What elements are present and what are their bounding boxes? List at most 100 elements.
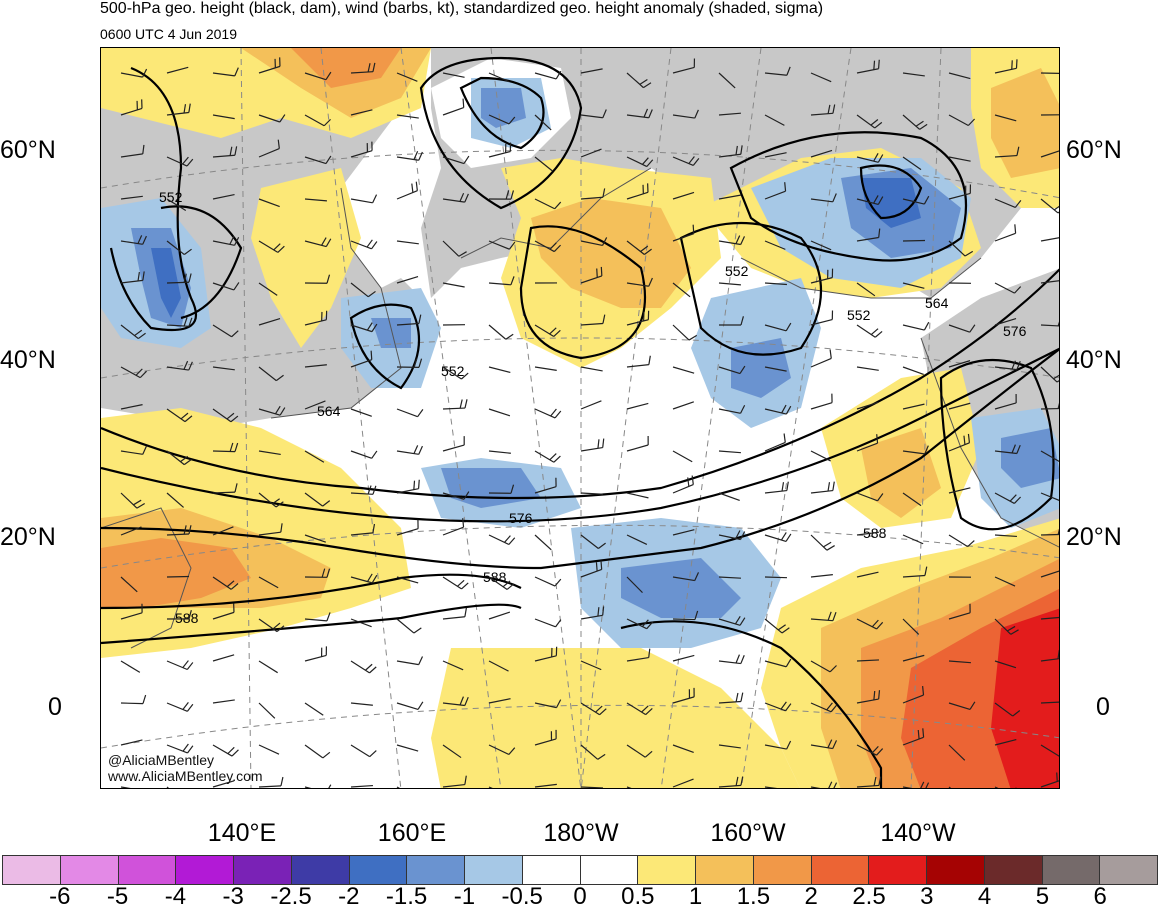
wind-barb-feather	[417, 701, 424, 710]
wind-barb-feather	[878, 690, 881, 700]
wind-barb	[396, 528, 419, 536]
wind-barb	[212, 240, 235, 246]
wind-barb-feather	[180, 412, 189, 420]
wind-barb	[442, 198, 465, 203]
wind-barb-feather	[786, 740, 792, 750]
wind-barb	[856, 492, 878, 502]
wind-barb-feather	[740, 236, 746, 245]
wind-barb-feather	[321, 568, 326, 578]
wind-barb	[396, 240, 419, 245]
wind-barb	[304, 744, 324, 759]
wind-barb-feather	[554, 410, 562, 419]
wind-barb	[166, 744, 188, 754]
wind-barb-feather	[878, 228, 881, 238]
wind-barb	[994, 738, 1017, 746]
wind-barb	[718, 492, 740, 502]
wind-barb	[948, 612, 971, 620]
wind-barb-feather	[600, 266, 603, 276]
wind-barb	[1040, 744, 1059, 757]
wind-barb-feather	[321, 237, 327, 246]
wind-barb-feather	[277, 245, 285, 253]
wind-barb	[948, 114, 969, 127]
wind-barb-feather	[873, 690, 876, 701]
wind-barb	[212, 654, 235, 662]
wind-barb-feather	[555, 699, 562, 708]
wind-barb	[396, 156, 419, 161]
wind-barb-feather	[1057, 649, 1059, 659]
wind-barb	[718, 240, 741, 246]
wind-barb-feather	[602, 314, 606, 324]
wind-barb	[212, 282, 235, 291]
wind-barb-feather	[271, 498, 280, 505]
wind-barb-feather	[777, 624, 786, 631]
wind-barb	[856, 324, 876, 338]
wind-barb	[764, 744, 787, 750]
wind-barb	[304, 240, 327, 248]
wind-barb-feather	[418, 445, 423, 455]
wind-barb	[580, 114, 603, 119]
wind-barb-feather	[876, 748, 884, 756]
lon-label: 140°W	[880, 819, 956, 847]
wind-barb	[442, 366, 462, 380]
wind-barb	[212, 576, 232, 590]
wind-barb	[948, 442, 970, 452]
wind-barb	[258, 282, 278, 296]
wind-barb	[856, 531, 879, 536]
wind-barb	[120, 492, 138, 509]
wind-barb-feather	[188, 361, 193, 371]
wind-barb-feather	[325, 238, 332, 247]
wind-barb	[534, 486, 557, 494]
wind-barb	[304, 618, 327, 622]
wind-barb-feather	[648, 109, 653, 119]
wind-barb-feather	[372, 194, 378, 204]
wind-barb-feather	[740, 316, 744, 326]
wind-barb-feather	[641, 705, 649, 713]
wind-barb	[350, 532, 373, 536]
wind-barb	[948, 534, 968, 548]
wind-barb-feather	[1057, 321, 1059, 327]
wind-barb	[718, 744, 741, 749]
wind-barb	[810, 618, 833, 622]
wind-barb	[166, 702, 188, 712]
wind-barb	[1040, 366, 1058, 383]
wind-barb	[810, 72, 832, 83]
wind-barb-feather	[464, 399, 468, 409]
wind-barb	[948, 487, 971, 494]
wind-barb-feather	[735, 776, 739, 786]
wind-barb	[626, 240, 645, 255]
wind-barb-feather	[924, 445, 929, 455]
wind-barb	[994, 534, 1017, 538]
wind-barb-feather	[505, 333, 514, 340]
wind-barb	[212, 491, 236, 494]
wind-barb-feather	[280, 523, 283, 533]
wind-barb	[304, 114, 325, 127]
wind-barb	[258, 660, 278, 674]
wind-barb	[994, 702, 1014, 717]
wind-barb-feather	[967, 118, 976, 126]
wind-barb-feather	[367, 573, 373, 582]
wind-barb-feather	[464, 775, 467, 785]
wind-barb	[810, 489, 833, 494]
wind-barb	[1040, 533, 1059, 536]
lat-label-left: 40°N	[0, 346, 56, 374]
wind-barb	[488, 408, 511, 417]
wind-barb	[258, 450, 281, 456]
lat-lon-grid	[101, 48, 1059, 788]
wind-barb	[166, 281, 190, 284]
lat-label-left: 60°N	[0, 136, 56, 164]
wind-barb-feather	[639, 79, 648, 85]
wind-barb-feather	[464, 607, 467, 617]
wind-barb-feather	[783, 433, 786, 443]
wind-barb	[718, 194, 741, 200]
wind-barb	[626, 576, 643, 594]
wind-barb	[488, 150, 511, 158]
wind-barb-feather	[643, 108, 649, 118]
wind-barb	[120, 107, 143, 116]
colorbar-label: -5	[106, 883, 129, 910]
wind-barb	[902, 450, 925, 455]
wind-barb	[718, 450, 741, 454]
wind-barb-feather	[186, 158, 194, 167]
lat-label-right: 40°N	[1066, 346, 1122, 374]
wind-barb	[994, 366, 1017, 371]
wind-barb	[304, 786, 312, 788]
